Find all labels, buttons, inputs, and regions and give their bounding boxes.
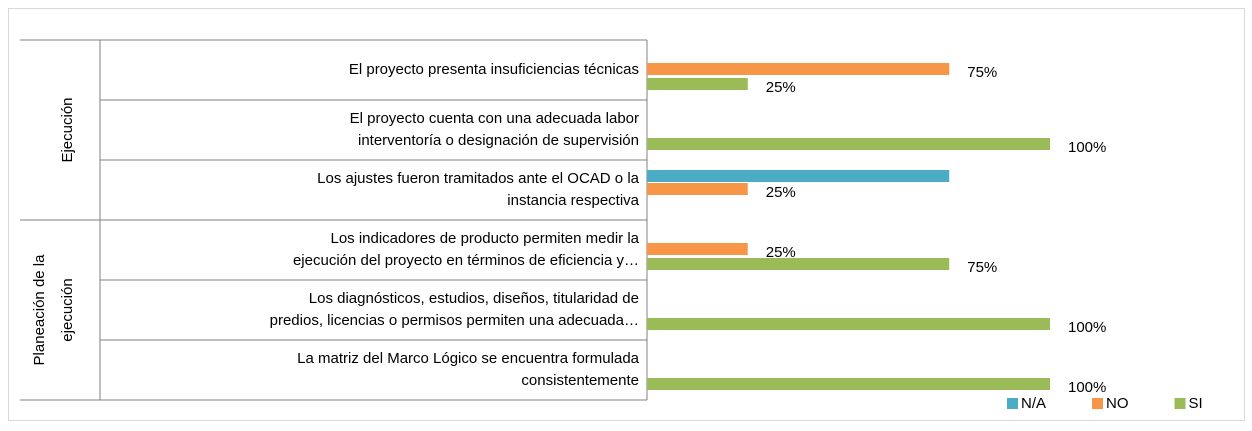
legend-label: SI <box>1189 395 1203 412</box>
category-label: instancia respectiva <box>507 192 639 209</box>
category-label: Los indicadores de producto permiten med… <box>330 230 639 247</box>
category-label: La matriz del Marco Lógico se encuentra … <box>297 350 640 367</box>
bar <box>647 243 748 255</box>
category-label: Los ajustes fueron tramitados ante el OC… <box>317 170 639 187</box>
bar <box>647 78 748 90</box>
value-label: 75% <box>967 64 997 81</box>
value-label: 25% <box>766 244 796 261</box>
category-label: predios, licencias o permisos permiten u… <box>270 312 639 329</box>
value-label: 100% <box>1068 319 1106 336</box>
legend-swatch <box>1092 398 1104 409</box>
value-label: 25% <box>766 184 796 201</box>
value-label: 100% <box>1068 379 1106 396</box>
bar <box>647 183 748 195</box>
group-label: ejecución <box>59 278 76 341</box>
bar <box>647 258 950 270</box>
chart-border <box>8 8 1245 421</box>
legend-label: N/A <box>1021 395 1046 412</box>
category-label: El proyecto cuenta con una adecuada labo… <box>350 110 639 127</box>
bar <box>647 63 950 75</box>
category-label: interventoría o designación de supervisi… <box>358 132 639 149</box>
legend-swatch <box>1174 398 1186 409</box>
category-label: El proyecto presenta insuficiencias técn… <box>349 61 639 78</box>
group-label: Planeación de la <box>31 254 48 366</box>
legend-swatch <box>1007 398 1018 409</box>
value-label: 75% <box>967 259 997 276</box>
bar <box>647 318 1050 330</box>
legend-label: NO <box>1106 395 1129 412</box>
bar <box>647 138 1050 150</box>
bar <box>647 170 950 182</box>
value-label: 25% <box>766 79 796 96</box>
group-label: Ejecución <box>59 97 76 162</box>
value-label: 100% <box>1068 139 1106 156</box>
category-label: consistentemente <box>521 372 639 389</box>
bar <box>647 378 1050 390</box>
category-label: ejecución del proyecto en términos de ef… <box>293 252 639 269</box>
category-label: Los diagnósticos, estudios, diseños, tit… <box>309 290 639 307</box>
